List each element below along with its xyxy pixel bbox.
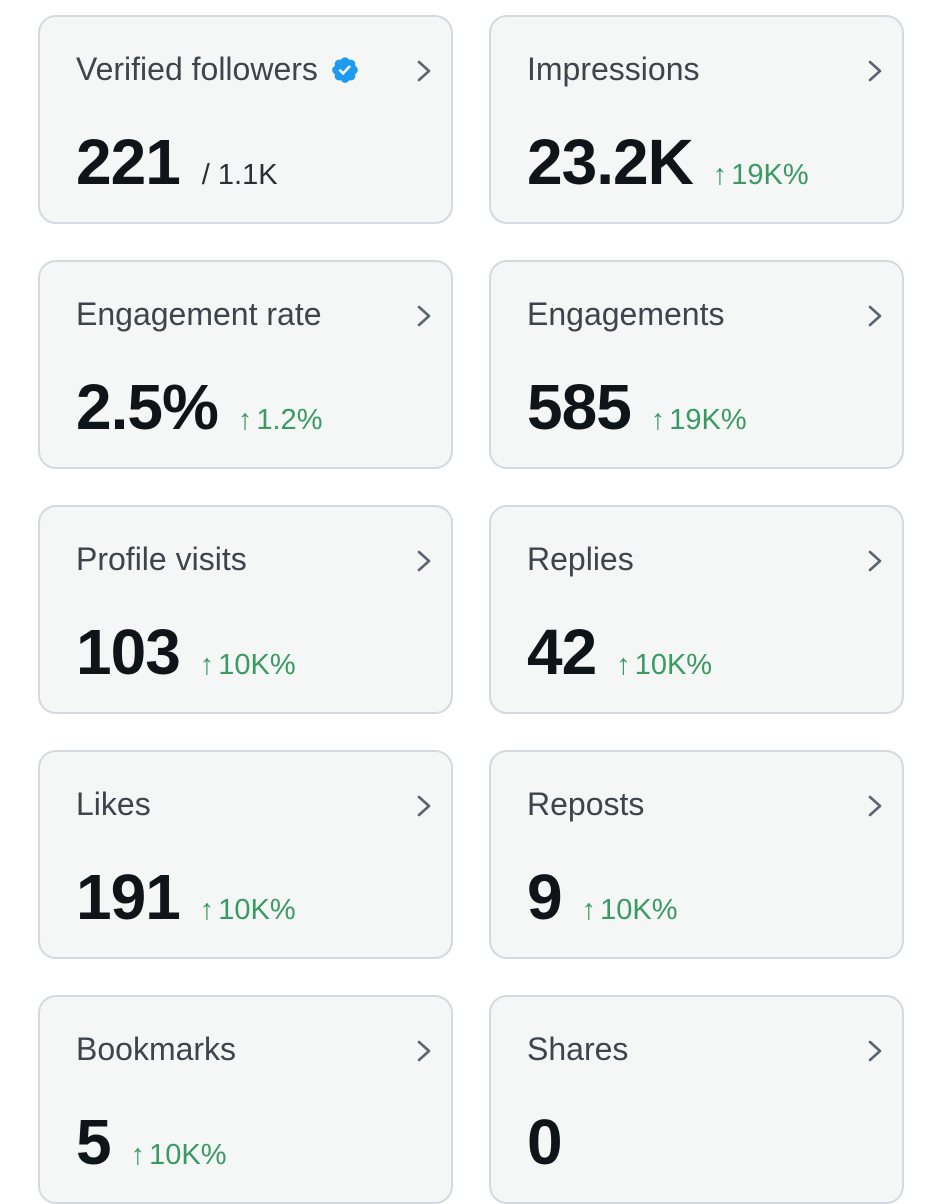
metric-value: 9 bbox=[527, 861, 563, 933]
value-row: 585 ↑ 19K% bbox=[527, 370, 747, 444]
value-row: 5 ↑ 10K% bbox=[76, 1105, 226, 1179]
metric-change: ↑ 19K% bbox=[713, 159, 809, 192]
card-title-wrapper: Shares bbox=[527, 1031, 628, 1068]
card-title: Replies bbox=[527, 541, 634, 577]
metric-value: 23.2K bbox=[527, 126, 694, 198]
card-title-wrapper: Verified followers bbox=[76, 51, 360, 88]
card-impressions[interactable]: Impressions 23.2K ↑ 19K% bbox=[489, 15, 904, 224]
card-profile-visits[interactable]: Profile visits 103 ↑ 10K% bbox=[38, 505, 453, 714]
chevron-right-icon bbox=[417, 60, 431, 82]
metric-change-value: 10K% bbox=[218, 649, 296, 681]
arrow-up-icon: ↑ bbox=[616, 649, 631, 681]
card-title: Engagement rate bbox=[76, 296, 322, 332]
metric-change: ↑ 10K% bbox=[582, 894, 678, 927]
metric-change: ↑ 10K% bbox=[200, 894, 296, 927]
arrow-up-icon: ↑ bbox=[199, 649, 215, 681]
value-row: 2.5% ↑ 1.2% bbox=[76, 370, 322, 444]
value-row: 42 ↑ 10K% bbox=[527, 615, 712, 689]
metric-change: ↑ 19K% bbox=[651, 404, 747, 437]
card-title: Shares bbox=[527, 1031, 629, 1067]
metric-change: ↑ 10K% bbox=[131, 1139, 227, 1172]
card-title-wrapper: Likes bbox=[76, 786, 151, 823]
chevron-right-icon bbox=[417, 305, 431, 327]
metric-change: ↑ 1.2% bbox=[238, 404, 323, 437]
metric-total: / 1.1K bbox=[201, 159, 278, 191]
metric-change-value: 10K% bbox=[600, 894, 678, 926]
chevron-right-icon bbox=[417, 795, 431, 817]
metric-value: 221 bbox=[76, 126, 181, 198]
card-title-wrapper: Engagements bbox=[527, 296, 724, 333]
chevron-right-icon bbox=[868, 550, 882, 572]
card-title-wrapper: Profile visits bbox=[76, 541, 247, 578]
arrow-up-icon: ↑ bbox=[650, 404, 666, 436]
card-title: Impressions bbox=[527, 51, 700, 87]
metric-change-value: 10K% bbox=[149, 1139, 227, 1171]
arrow-up-icon: ↑ bbox=[581, 894, 597, 926]
metric-change-value: 1.2% bbox=[256, 404, 323, 436]
metric-change-value: 19K% bbox=[669, 404, 747, 436]
card-shares[interactable]: Shares 0 bbox=[489, 995, 904, 1204]
card-replies[interactable]: Replies 42 ↑ 10K% bbox=[489, 505, 904, 714]
metric-value: 103 bbox=[76, 616, 181, 688]
metric-value: 191 bbox=[76, 861, 181, 933]
metric-change: ↑ 10K% bbox=[616, 649, 712, 682]
card-title: Engagements bbox=[527, 296, 725, 332]
card-likes[interactable]: Likes 191 ↑ 10K% bbox=[38, 750, 453, 959]
card-title: Verified followers bbox=[76, 51, 318, 87]
arrow-up-icon: ↑ bbox=[199, 894, 215, 926]
arrow-up-icon: ↑ bbox=[130, 1139, 146, 1171]
card-title-wrapper: Bookmarks bbox=[76, 1031, 236, 1068]
analytics-grid: Verified followers 221 / 1.1K Impression… bbox=[38, 15, 904, 1204]
card-engagement-rate[interactable]: Engagement rate 2.5% ↑ 1.2% bbox=[38, 260, 453, 469]
chevron-right-icon bbox=[868, 1040, 882, 1062]
chevron-right-icon bbox=[417, 1040, 431, 1062]
card-title: Profile visits bbox=[76, 541, 247, 577]
chevron-right-icon bbox=[417, 550, 431, 572]
metric-value: 2.5% bbox=[76, 371, 219, 443]
card-engagements[interactable]: Engagements 585 ↑ 19K% bbox=[489, 260, 904, 469]
card-verified-followers[interactable]: Verified followers 221 / 1.1K bbox=[38, 15, 453, 224]
chevron-right-icon bbox=[868, 305, 882, 327]
card-title-wrapper: Reposts bbox=[527, 786, 644, 823]
metric-change-value: 19K% bbox=[731, 159, 809, 191]
arrow-up-icon: ↑ bbox=[237, 404, 253, 436]
value-row: 103 ↑ 10K% bbox=[76, 615, 296, 689]
metric-value: 5 bbox=[76, 1106, 112, 1178]
card-title: Likes bbox=[76, 786, 151, 822]
arrow-up-icon: ↑ bbox=[712, 159, 728, 191]
card-title-wrapper: Replies bbox=[527, 541, 634, 578]
value-row: 23.2K ↑ 19K% bbox=[527, 125, 809, 199]
chevron-right-icon bbox=[868, 795, 882, 817]
value-row: 221 / 1.1K bbox=[76, 125, 278, 199]
metric-value: 42 bbox=[527, 616, 597, 688]
card-title: Bookmarks bbox=[76, 1031, 237, 1067]
card-title-wrapper: Engagement rate bbox=[76, 296, 322, 333]
value-row: 0 bbox=[527, 1105, 563, 1179]
metric-value: 585 bbox=[527, 371, 632, 443]
chevron-right-icon bbox=[868, 60, 882, 82]
card-reposts[interactable]: Reposts 9 ↑ 10K% bbox=[489, 750, 904, 959]
card-bookmarks[interactable]: Bookmarks 5 ↑ 10K% bbox=[38, 995, 453, 1204]
verified-badge-icon bbox=[332, 56, 358, 83]
value-row: 191 ↑ 10K% bbox=[76, 860, 296, 934]
metric-value: 0 bbox=[527, 1106, 563, 1178]
metric-change: ↑ 10K% bbox=[200, 649, 296, 682]
card-title-wrapper: Impressions bbox=[527, 51, 700, 88]
card-title: Reposts bbox=[527, 786, 645, 822]
metric-change-value: 10K% bbox=[218, 894, 296, 926]
metric-change-value: 10K% bbox=[634, 649, 713, 681]
value-row: 9 ↑ 10K% bbox=[527, 860, 677, 934]
